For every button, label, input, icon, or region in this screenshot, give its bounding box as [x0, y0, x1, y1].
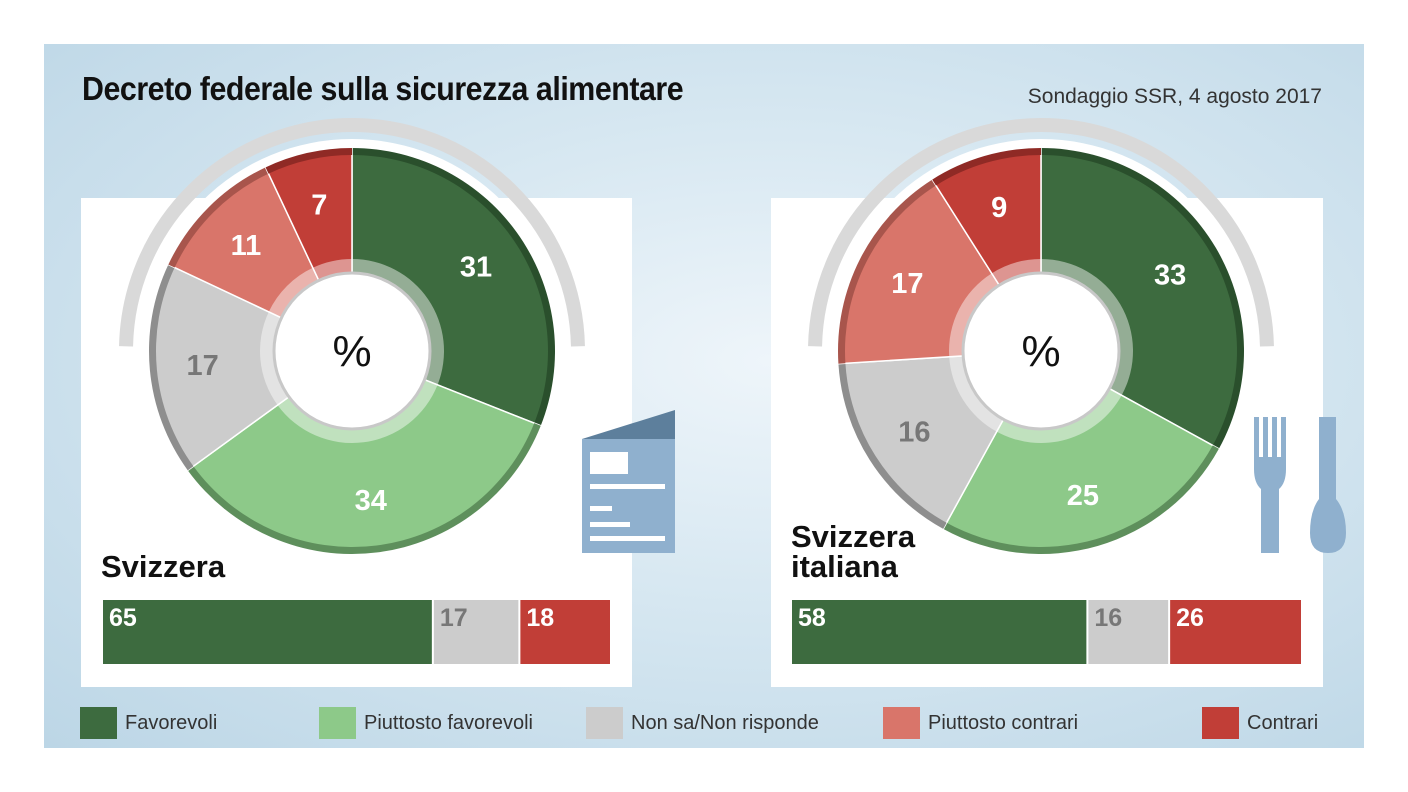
bar-value-label-non_sa: 17 — [440, 604, 468, 632]
fork-spoon-icon — [1254, 417, 1346, 553]
infographic: Decreto federale sulla sicurezza aliment… — [44, 44, 1364, 748]
legend-swatch — [883, 707, 920, 739]
leaflet-image — [590, 452, 628, 474]
slice-inner-ring-favorevoli — [352, 259, 444, 385]
slice-inner-ring-contrari — [312, 259, 352, 281]
slice-inner-ring-favorevoli — [1041, 259, 1133, 396]
slice-edge-favorevoli — [1041, 148, 1244, 449]
slice-label-favorevoli: 33 — [1154, 260, 1186, 292]
legend-label: Non sa/Non risponde — [631, 711, 819, 734]
slice-label-non_sa: 17 — [187, 350, 219, 382]
leaflet-line — [590, 522, 630, 527]
bar-segment-contrari — [1170, 600, 1301, 664]
bar-segment-favorevoli — [103, 600, 432, 664]
donut-chart: 33 25 16 17 9% — [808, 118, 1274, 563]
charts-canvas: 31 34 17 11 7% 33 25 16 17 9% 65 17 18 58 16 26 — [103, 118, 1346, 664]
summary-bar: 65 17 18 — [103, 600, 610, 664]
legend-item-piuttosto-favorevoli: Piuttosto favorevoli — [319, 706, 533, 740]
slice-label-piuttosto_contrari: 11 — [231, 230, 262, 262]
bar-value-label-non_sa: 16 — [1094, 604, 1122, 632]
bar-segment-contrari — [520, 600, 610, 664]
legend-label: Contrari — [1247, 711, 1319, 734]
slice-edge-piuttosto_contrari — [168, 167, 269, 268]
slice-inner-ring-piuttosto_favorevoli — [277, 379, 438, 443]
legend-item-non-sa: Non sa/Non risponde — [586, 706, 819, 740]
slice-edge-contrari — [932, 148, 1041, 186]
legend-swatch — [80, 707, 117, 739]
region-name-svizzera: Svizzera — [101, 549, 226, 584]
slice-label-piuttosto_favorevoli: 34 — [355, 485, 387, 517]
leaflet-icon — [582, 410, 675, 553]
legend-item-piuttosto-contrari: Piuttosto contrari — [883, 706, 1078, 740]
slice-inner-ring-piuttosto_contrari — [268, 267, 319, 318]
legend-label: Piuttosto favorevoli — [364, 711, 533, 734]
plate-rim — [119, 118, 585, 347]
legend-item-favorevoli: Favorevoli — [80, 706, 217, 740]
slice-label-non_sa: 16 — [898, 416, 930, 448]
slice-label-favorevoli: 31 — [460, 252, 492, 284]
bar-value-label-favorevoli: 58 — [798, 604, 826, 632]
slice-label-contrari: 9 — [991, 192, 1007, 224]
bar-segment-non_sa — [433, 600, 519, 664]
legend-label: Piuttosto contrari — [928, 711, 1079, 734]
slice-label-contrari: 7 — [311, 190, 327, 222]
donut-hole-ring — [961, 271, 1121, 431]
spoon — [1310, 417, 1346, 553]
center-label: % — [1021, 327, 1060, 376]
slice-edge-contrari — [265, 148, 352, 174]
leaflet-line — [590, 506, 612, 511]
bar-value-label-contrari: 18 — [526, 604, 554, 632]
donut-hole-ring — [272, 271, 432, 431]
page-title: Decreto federale sulla sicurezza aliment… — [82, 70, 684, 107]
slice-edge-non_sa — [149, 264, 194, 471]
slice-edge-favorevoli — [352, 148, 555, 426]
summary-bar: 58 16 26 — [792, 600, 1301, 664]
slice-label-piuttosto_contrari: 17 — [891, 268, 923, 300]
bar-value-label-favorevoli: 65 — [109, 604, 137, 632]
source-note: Sondaggio SSR, 4 agosto 2017 — [1027, 85, 1322, 108]
donut-chart: 31 34 17 11 7% — [119, 118, 585, 563]
slice-edge-piuttosto_contrari — [837, 179, 936, 364]
legend-label: Favorevoli — [125, 711, 218, 734]
legend-swatch — [319, 707, 356, 739]
plate-rim — [808, 118, 1274, 347]
leaflet-line — [590, 484, 665, 489]
slice-edge-piuttosto_favorevoli — [187, 423, 541, 554]
bar-segment-non_sa — [1088, 600, 1169, 664]
legend-item-contrari: Contrari — [1202, 706, 1318, 740]
legend-swatch — [1202, 707, 1239, 739]
slice-inner-ring-contrari — [991, 259, 1041, 286]
legend: Favorevoli Piuttosto favorevoli Non sa/N… — [44, 706, 1364, 740]
slice-label-piuttosto_favorevoli: 25 — [1067, 480, 1099, 512]
slice-inner-ring-non_sa — [949, 355, 1004, 432]
fork — [1254, 417, 1286, 553]
bar-segment-favorevoli — [792, 600, 1087, 664]
legend-swatch — [586, 707, 623, 739]
slice-inner-ring-non_sa — [260, 311, 289, 406]
center-label: % — [332, 327, 371, 376]
bar-value-label-contrari: 26 — [1176, 604, 1204, 632]
leaflet-line — [590, 536, 665, 541]
region-name-svizzera-italiana: Svizzera italiana — [791, 519, 916, 584]
